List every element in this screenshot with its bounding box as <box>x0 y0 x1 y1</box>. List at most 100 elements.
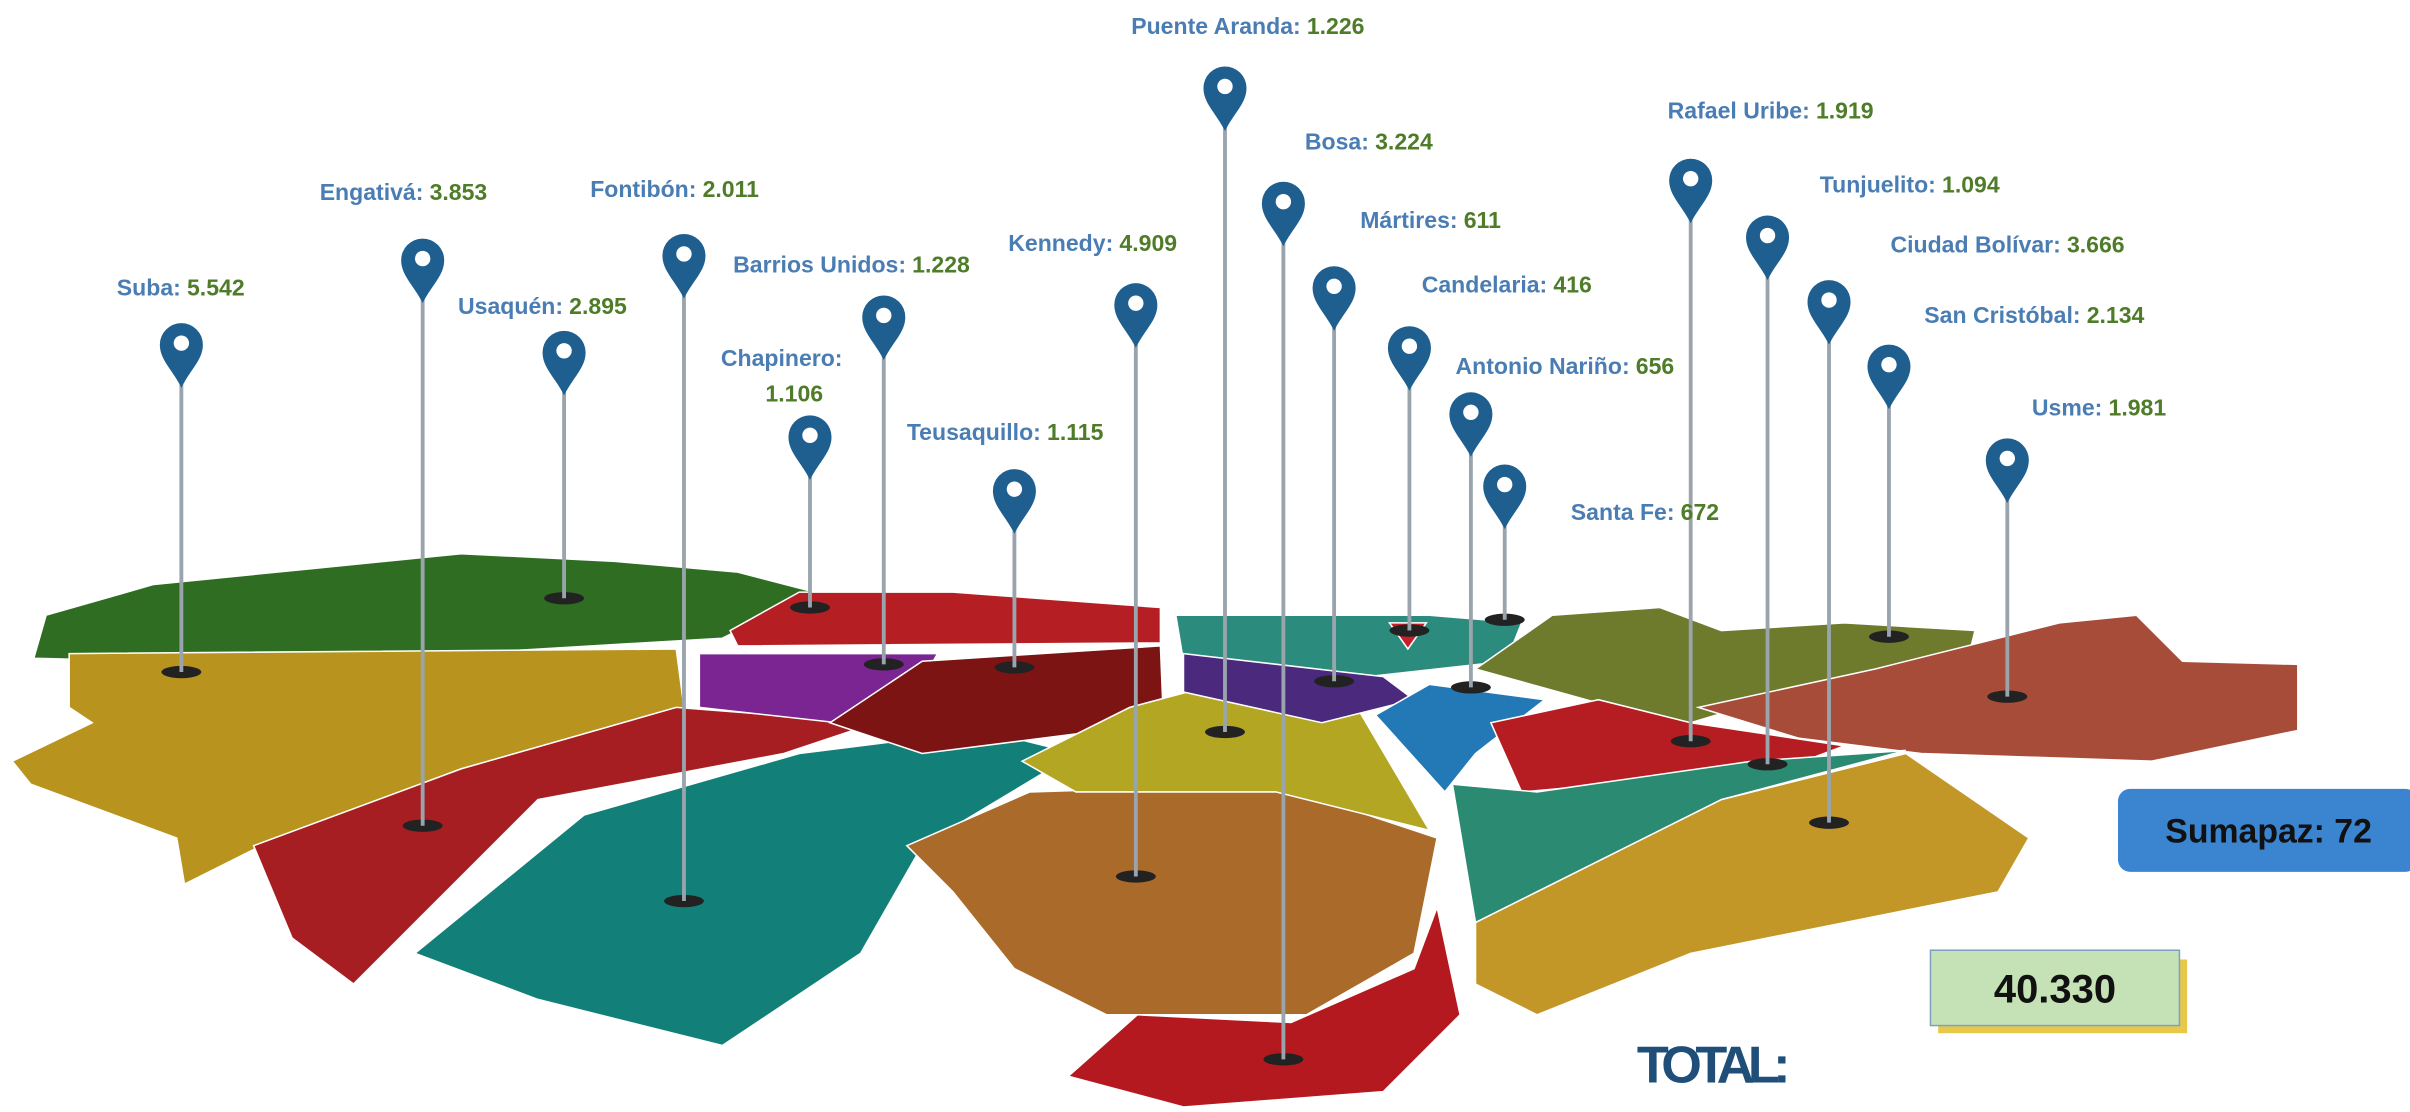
locality-value: 4.909 <box>1119 230 1177 256</box>
locality-name: Puente Aranda: <box>1131 13 1300 39</box>
locality-value: 1.115 <box>1047 419 1104 445</box>
pin-head <box>662 234 706 299</box>
locality-name: Ciudad Bolívar: <box>1890 231 2060 257</box>
total-value: 40.330 <box>1994 967 2116 1011</box>
pins <box>159 66 2029 1066</box>
locality-value: 3.666 <box>2067 231 2125 257</box>
pin-head <box>1203 66 1247 132</box>
locality-label: Rafael Uribe: 1.919 <box>1668 98 1874 124</box>
pin-dot <box>1881 356 1897 373</box>
pin-head <box>401 238 445 304</box>
locality-label: Puente Aranda: 1.226 <box>1131 13 1364 39</box>
locality-name: Engativá: <box>320 179 424 205</box>
locality-name: Usme: <box>2032 394 2102 420</box>
total-label: TOTAL: <box>1637 1036 1791 1094</box>
pin-head <box>788 415 832 480</box>
locality-value: 1.919 <box>1816 98 1874 124</box>
locality-label: Chapinero: 1.106 <box>721 345 843 406</box>
locality-value: 2.895 <box>569 293 627 319</box>
locality-label: Fontibón: 2.011 <box>590 176 759 202</box>
locality-label: Suba: 5.542 <box>117 274 245 300</box>
locality-name: Tunjuelito: <box>1820 172 1936 198</box>
locality-label: Tunjuelito: 1.094 <box>1820 172 2000 198</box>
locality-value: 1.094 <box>1942 172 2000 198</box>
pin-dot <box>676 246 692 262</box>
locality-value: 1.226 <box>1307 13 1365 39</box>
pin-head <box>1669 158 1713 224</box>
pin-head <box>1985 438 2029 503</box>
locality-name: Kennedy: <box>1008 230 1113 256</box>
pin-head <box>862 295 906 361</box>
locality-name: Mártires: <box>1360 207 1457 233</box>
locality-value: 1.106 <box>765 381 823 407</box>
locality-value: 3.853 <box>430 179 488 205</box>
locality-label: Santa Fe: 672 <box>1571 499 1719 525</box>
pin-head <box>159 323 203 388</box>
map-shapes <box>11 552 2299 1108</box>
locality-label: Engativá: 3.853 <box>320 179 488 205</box>
locality-value: 5.542 <box>187 274 245 300</box>
locality-label: Usme: 1.981 <box>2032 394 2166 420</box>
locality-label: Kennedy: 4.909 <box>1008 230 1177 256</box>
locality-value: 656 <box>1636 353 1674 379</box>
pin-head <box>1746 215 1790 281</box>
pin-dot <box>1759 227 1776 244</box>
pin-dot <box>173 335 190 351</box>
pin-head <box>992 469 1036 534</box>
locality-name: Barrios Unidos: <box>733 251 906 277</box>
pin-dot <box>1821 292 1837 308</box>
labels: Suba: 5.542 Engativá: 3.853 Usaquén: 2.895 Fon… <box>117 13 2167 525</box>
locality-label: Bosa: 3.224 <box>1305 128 1433 154</box>
locality-value: 2.011 <box>703 176 760 202</box>
pin-dot <box>1999 450 2015 467</box>
locality-name: San Cristóbal: <box>1924 302 2080 328</box>
locality-value: 416 <box>1553 271 1591 297</box>
pin-dot <box>1683 170 1699 187</box>
pin-head <box>1114 283 1158 348</box>
locality-label: Teusaquillo: 1.115 <box>907 419 1104 445</box>
pin-head <box>1261 181 1305 247</box>
pin-dot <box>1128 295 1144 311</box>
locality-name: Fontibón: <box>590 176 696 202</box>
locality-name: Suba: <box>117 274 181 300</box>
locality-label: Ciudad Bolívar: 3.666 <box>1890 231 2124 257</box>
locality-label: Barrios Unidos: 1.228 <box>733 251 970 277</box>
pin-dot <box>1497 476 1513 493</box>
locality-value: 1.981 <box>2109 394 2167 420</box>
locality-name: Teusaquillo: <box>907 419 1041 445</box>
total-box <box>1929 949 2181 1027</box>
locality-name: Rafael Uribe: <box>1668 98 1810 124</box>
locality-label: Mártires: 611 <box>1360 207 1501 233</box>
locality-name: Usaquén: <box>458 293 563 319</box>
locality-label: San Cristóbal: 2.134 <box>1924 302 2144 328</box>
locality-value: 611 <box>1464 207 1501 233</box>
pin-dot <box>1463 404 1479 420</box>
locality-name: Bosa: <box>1305 128 1369 154</box>
pin-dot <box>414 250 431 267</box>
pin-dot <box>802 427 818 444</box>
sumapaz-label: Sumapaz: 72 <box>2165 813 2372 851</box>
pin-dot <box>556 343 572 359</box>
locality-label: Usaquén: 2.895 <box>458 293 627 319</box>
locality-value: 3.224 <box>1375 128 1433 154</box>
locality-name: Antonio Nariño: <box>1456 353 1630 379</box>
pin-dot <box>1217 78 1233 95</box>
pin-head <box>1312 266 1356 331</box>
pin-head <box>1867 344 1911 410</box>
pin-dot <box>1006 481 1023 497</box>
pin-head <box>1387 326 1431 391</box>
locality-value: 672 <box>1681 499 1719 525</box>
locality-name: Chapinero: <box>721 345 843 371</box>
locality-label: Antonio Nariño: 656 <box>1456 353 1675 379</box>
locality-label: Candelaria: 416 <box>1422 271 1592 297</box>
pin-dot <box>876 307 892 324</box>
sumapaz-box <box>2117 788 2410 872</box>
pin-head <box>1449 392 1493 457</box>
locality-value: 1.228 <box>912 251 970 277</box>
pin-head <box>1483 464 1527 530</box>
pin-dot <box>1401 338 1418 354</box>
locality-value: 2.134 <box>2087 302 2145 328</box>
pin-head <box>542 330 586 396</box>
pin-dot <box>1326 278 1342 294</box>
